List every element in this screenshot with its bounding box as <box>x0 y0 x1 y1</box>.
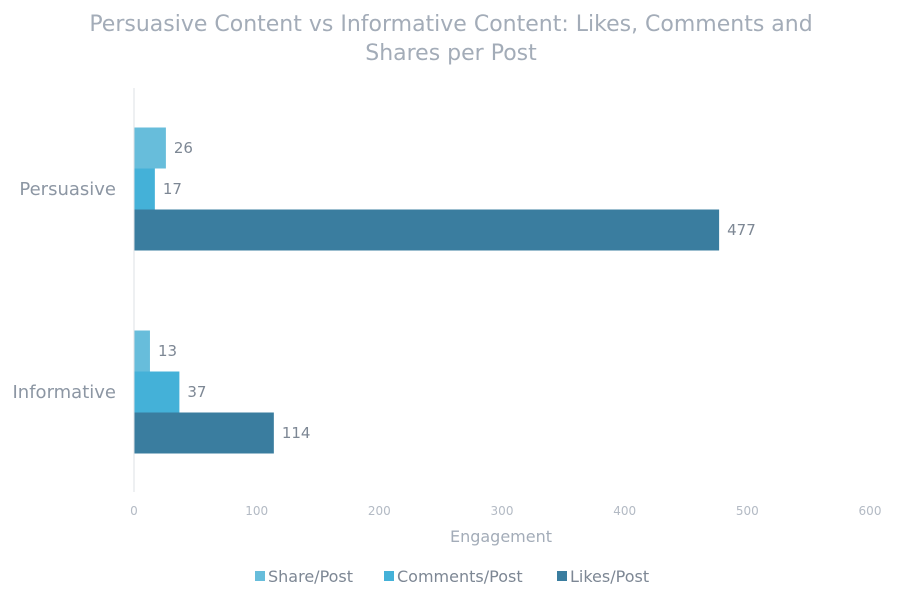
y-category-label-informative: Informative <box>13 382 117 403</box>
legend-swatch-share-post <box>255 571 265 581</box>
legend-swatch-comments-post <box>384 571 394 581</box>
x-tick-label-300: 300 <box>491 504 514 518</box>
bar-persuasive-likes-post <box>134 209 720 251</box>
x-axis-title: Engagement <box>450 527 552 546</box>
chart-title-line-2: Shares per Post <box>365 41 537 66</box>
legend-label-likes-post: Likes/Post <box>570 567 649 586</box>
x-tick-label-100: 100 <box>245 504 268 518</box>
x-tick-label-200: 200 <box>368 504 391 518</box>
bar-persuasive-share-post <box>134 127 166 169</box>
x-tick-label-500: 500 <box>736 504 759 518</box>
data-label-persuasive-comments-post: 17 <box>163 180 182 198</box>
chart-title: Persuasive Content vs Informative Conten… <box>0 10 902 68</box>
x-tick-label-600: 600 <box>859 504 882 518</box>
data-label-persuasive-likes-post: 477 <box>727 221 756 239</box>
bar-informative-share-post <box>134 330 150 372</box>
chart-title-line-1: Persuasive Content vs Informative Conten… <box>89 12 813 37</box>
legend-label-comments-post: Comments/Post <box>397 567 523 586</box>
bar-persuasive-comments-post <box>134 168 155 210</box>
data-label-persuasive-share-post: 26 <box>174 139 193 157</box>
data-label-informative-comments-post: 37 <box>187 383 206 401</box>
x-tick-label-0: 0 <box>130 504 138 518</box>
data-label-informative-share-post: 13 <box>158 342 177 360</box>
data-label-informative-likes-post: 114 <box>282 424 311 442</box>
x-tick-label-400: 400 <box>613 504 636 518</box>
legend-swatch-likes-post <box>557 571 567 581</box>
legend-label-share-post: Share/Post <box>268 567 353 586</box>
bar-informative-comments-post <box>134 371 180 413</box>
y-category-label-persuasive: Persuasive <box>19 179 116 200</box>
bar-informative-likes-post <box>134 412 274 454</box>
